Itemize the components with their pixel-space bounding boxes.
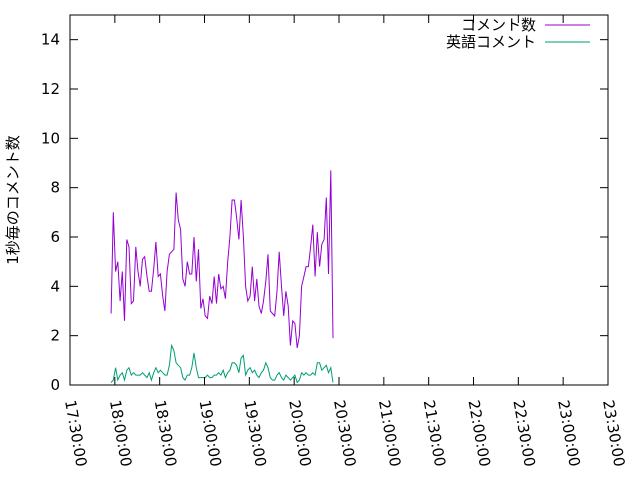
x-tick-label: 19:00:00 [196, 399, 225, 468]
legend-label-comments: コメント数 [461, 16, 536, 34]
x-tick-label: 20:30:00 [330, 399, 359, 468]
x-tick-label: 19:30:00 [240, 399, 269, 468]
plot-border [69, 14, 609, 386]
y-axis-label: 1秒毎のコメント数 [4, 135, 22, 265]
x-tick-label: 22:00:00 [465, 399, 494, 468]
plot-area [70, 15, 608, 385]
y-tick-label: 8 [50, 179, 60, 197]
x-tick-label: 23:00:00 [554, 399, 583, 468]
x-tick-label: 17:30:00 [61, 399, 90, 468]
x-tick-label: 21:00:00 [375, 399, 404, 468]
y-tick-label: 6 [50, 228, 60, 246]
y-tick-label: 0 [50, 376, 60, 394]
x-tick-label: 20:00:00 [285, 399, 314, 468]
series-line-english-comments [110, 343, 334, 384]
series-line-comments [110, 170, 334, 349]
x-tick-label: 22:30:00 [509, 399, 538, 468]
y-tick-label: 2 [50, 327, 60, 345]
y-tick-label: 14 [41, 31, 60, 49]
y-tick-label: 10 [41, 129, 60, 147]
x-tick-label: 23:30:00 [599, 399, 628, 468]
y-tick-label: 4 [50, 277, 60, 295]
legend: コメント数 英語コメント [446, 16, 590, 51]
y-tick-label: 12 [41, 80, 60, 98]
x-tick-label: 18:00:00 [106, 399, 135, 468]
x-tick-label: 18:30:00 [151, 399, 180, 468]
series-layer [110, 170, 334, 384]
x-tick-label: 21:30:00 [420, 399, 449, 468]
legend-label-english-comments: 英語コメント [446, 33, 536, 51]
